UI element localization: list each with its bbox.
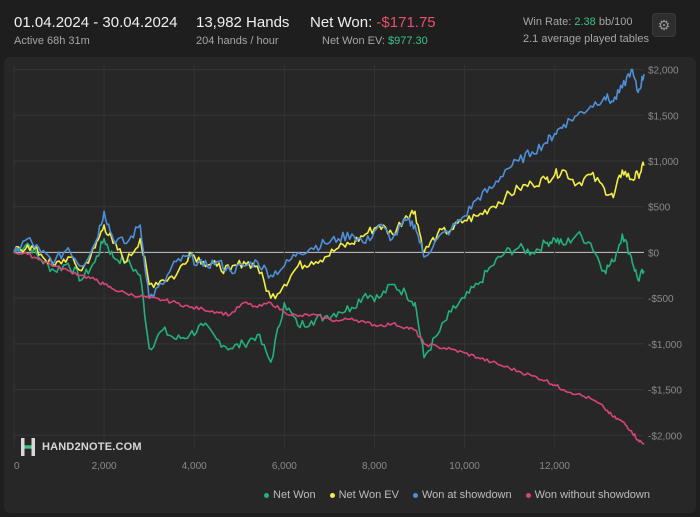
date-range: 01.04.2024 - 30.04.2024: [14, 14, 178, 31]
net-won-ev: Net Won EV: $977.30: [322, 35, 428, 47]
hands-count: 13,982 Hands: [196, 14, 290, 31]
x-tick-label: 10,000: [449, 461, 480, 472]
net-won-value: -$171.75: [376, 14, 436, 31]
chart-panel: $2,000 $1,500 $1,000 $500 $0 -$500 -$1,000 -$1,…: [4, 57, 696, 513]
win-rate-unit: bb/100: [595, 16, 633, 28]
graph-chart: $2,000 $1,500 $1,000 $500 $0 -$500 -$1,000 -$1,…: [13, 65, 682, 472]
legend-item[interactable]: Net Won EV: [329, 489, 399, 501]
legend-label: Won without showdown: [534, 489, 650, 501]
x-tick-label: 2,000: [92, 461, 117, 472]
series-lines: [13, 68, 645, 446]
y-tick-label: $1,000: [648, 157, 679, 168]
win-rate-value: 2.38: [574, 16, 596, 28]
won-without-showdown-line: [13, 251, 645, 446]
grid: [13, 65, 644, 449]
hand2note-logo: HAND2NOTE.COM: [20, 437, 142, 457]
y-tick-label: $500: [648, 203, 671, 214]
net-won-label: Net Won:: [310, 14, 377, 31]
legend-item[interactable]: Net Won: [264, 489, 316, 501]
gear-icon: ⚙: [657, 16, 671, 33]
chart-legend: Net Won Net Won EV Won at showdown Won with…: [264, 489, 650, 501]
win-rate: Win Rate: 2.38 bb/100: [523, 16, 632, 28]
hand2note-logo-text: HAND2NOTE.COM: [42, 441, 142, 453]
net-won: Net Won: -$171.75: [310, 14, 436, 31]
legend-dot: [329, 492, 335, 498]
x-tick-label: 4,000: [182, 461, 207, 472]
y-tick-label: $2,000: [648, 66, 679, 77]
x-tick-label: 12,000: [539, 461, 570, 472]
y-tick-label: -$1,500: [648, 386, 682, 397]
y-tick-label: $1,500: [648, 111, 679, 122]
net-won-ev-label: Net Won EV:: [322, 35, 389, 47]
legend-label: Net Won: [273, 489, 316, 501]
net-won-line: [13, 230, 645, 363]
legend-item[interactable]: Won without showdown: [525, 489, 650, 501]
tick-labels: $2,000 $1,500 $1,000 $500 $0 -$500 -$1,000 -$1,…: [14, 66, 682, 472]
settings-button[interactable]: ⚙: [652, 13, 676, 37]
avg-played-tables: 2.1 average played tables: [523, 33, 649, 45]
x-tick-label: 6,000: [272, 461, 297, 472]
legend-dot: [412, 492, 418, 498]
legend-dot: [264, 492, 270, 498]
net-won-ev-value: $977.30: [388, 35, 428, 47]
hands-per-hour: 204 hands / hour: [196, 35, 279, 47]
legend-label: Net Won EV: [338, 489, 399, 501]
y-tick-label: -$500: [648, 294, 674, 305]
y-tick-label: -$1,000: [648, 340, 682, 351]
x-tick-label: 8,000: [362, 461, 387, 472]
legend-dot: [525, 492, 531, 498]
legend-item[interactable]: Won at showdown: [412, 489, 512, 501]
active-time: Active 68h 31m: [14, 35, 90, 47]
y-tick-label: $0: [648, 248, 660, 259]
legend-label: Won at showdown: [421, 489, 512, 501]
hand2note-logo-icon: [21, 438, 35, 456]
y-tick-label: -$2,000: [648, 431, 682, 442]
win-rate-label: Win Rate:: [523, 16, 575, 28]
net-won-ev-line: [13, 161, 645, 300]
x-tick-label: 0: [14, 461, 20, 472]
won-at-showdown-line: [13, 68, 645, 299]
